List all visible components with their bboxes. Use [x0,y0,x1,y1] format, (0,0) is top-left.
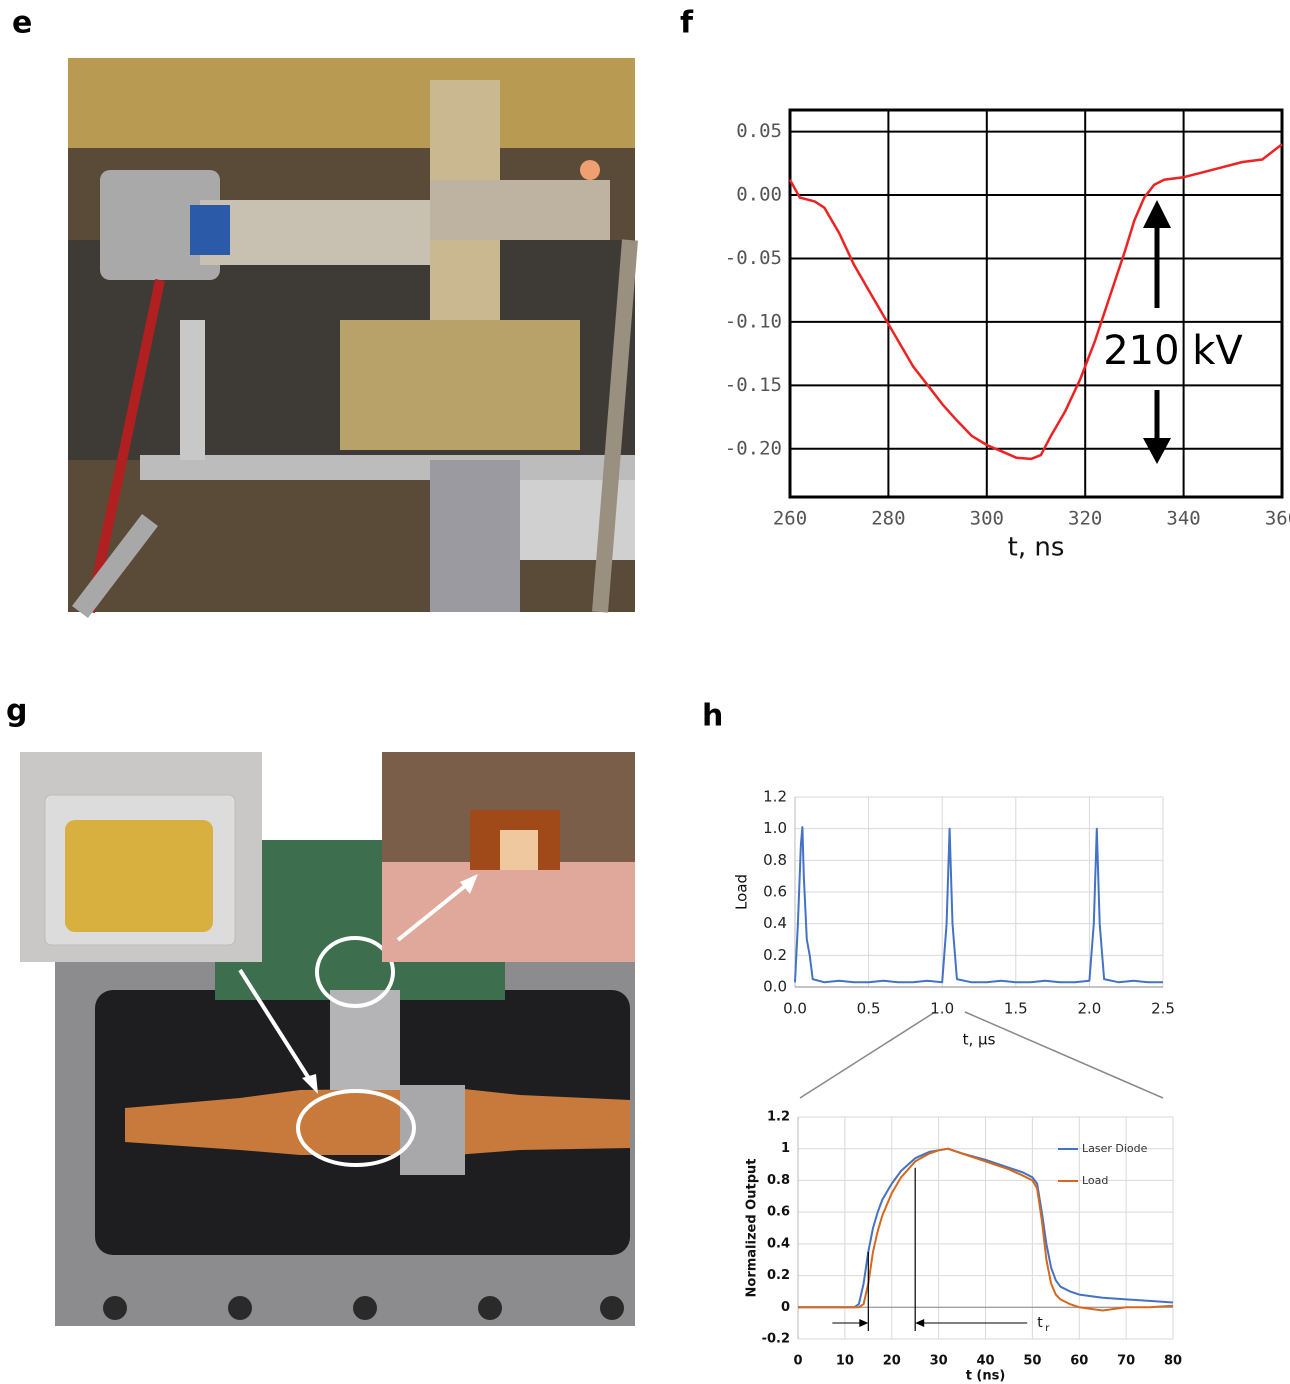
plot-frame [790,110,1282,497]
x-tick-label: 0.5 [857,1000,881,1018]
annotation: 210 kV [1103,328,1243,374]
x-tick-label: 280 [871,508,905,530]
x-tick-label: 1.5 [1004,1000,1028,1018]
y-tick-label: 1 [781,1141,790,1156]
panel-label: h [702,699,723,734]
y-tick-label: 1.0 [763,819,787,837]
y-tick-label: 0.00 [736,184,782,206]
y-tick-label: 0.8 [763,851,787,869]
y-tick-label: 0.4 [767,1236,790,1251]
x-axis-label: t, µs [963,1031,996,1049]
x-tick-label: 40 [976,1354,994,1369]
panel-label: f [680,6,694,41]
y-tick-label: -0.15 [725,374,782,396]
y-tick-label: -0.10 [725,310,782,332]
y-tick-label: 1.2 [767,1110,790,1125]
data-line [790,144,1282,459]
annotation-subscript: r [1045,1323,1050,1334]
y-tick-label: 0 [781,1300,790,1315]
x-tick-label: 0.0 [783,1000,807,1018]
x-tick-label: 0 [793,1354,802,1369]
x-tick-label: 1.0 [930,1000,954,1018]
x-tick-label: 80 [1164,1354,1182,1369]
x-tick-label: 10 [836,1354,854,1369]
y-axis-label: Normalized Output [745,1159,760,1298]
panel-label: e [12,6,32,41]
y-tick-label: 0.2 [763,946,787,964]
y-tick-label: -0.2 [762,1332,790,1347]
x-tick-label: 320 [1068,508,1102,530]
y-tick-label: -0.20 [725,437,782,459]
x-tick-label: 30 [930,1354,948,1369]
x-tick-label: 70 [1117,1354,1135,1369]
arrow-head [859,1319,868,1327]
x-axis-label: t, ns [1008,533,1065,563]
arrow-head [915,1319,924,1327]
y-tick-label: 0.2 [767,1268,790,1283]
x-tick-label: 50 [1023,1354,1041,1369]
y-tick-label: 1.2 [763,788,787,806]
legend-label: Laser Diode [1082,1142,1148,1155]
y-tick-label: 0.8 [767,1173,790,1188]
legend-label: Load [1082,1174,1108,1187]
y-tick-label: 0.6 [767,1205,790,1220]
x-tick-label: 260 [773,508,807,530]
y-tick-label: 0.4 [763,914,787,932]
y-tick-label: 0.05 [736,120,782,142]
x-tick-label: 2.0 [1077,1000,1101,1018]
zoom-line [965,1012,1163,1098]
x-tick-label: 60 [1070,1354,1088,1369]
y-axis-label: Load [733,874,751,910]
y-tick-label: 0.6 [763,883,787,901]
y-tick-label: -0.05 [725,247,782,269]
photo-apparatus [68,58,635,612]
x-axis-label: t (ns) [966,1369,1006,1384]
x-tick-label: 360 [1265,508,1290,530]
annotation: t [1037,1315,1043,1331]
figure: e f g h [0,0,1290,1384]
y-tick-label: 0.0 [763,978,787,996]
photo-device [20,752,635,1326]
zoom-line [800,1012,935,1098]
x-tick-label: 20 [883,1354,901,1369]
x-tick-label: 340 [1166,508,1200,530]
x-tick-label: 2.5 [1151,1000,1175,1018]
panel-label: g [6,694,27,729]
x-tick-label: 300 [970,508,1004,530]
data-line [795,827,1163,982]
